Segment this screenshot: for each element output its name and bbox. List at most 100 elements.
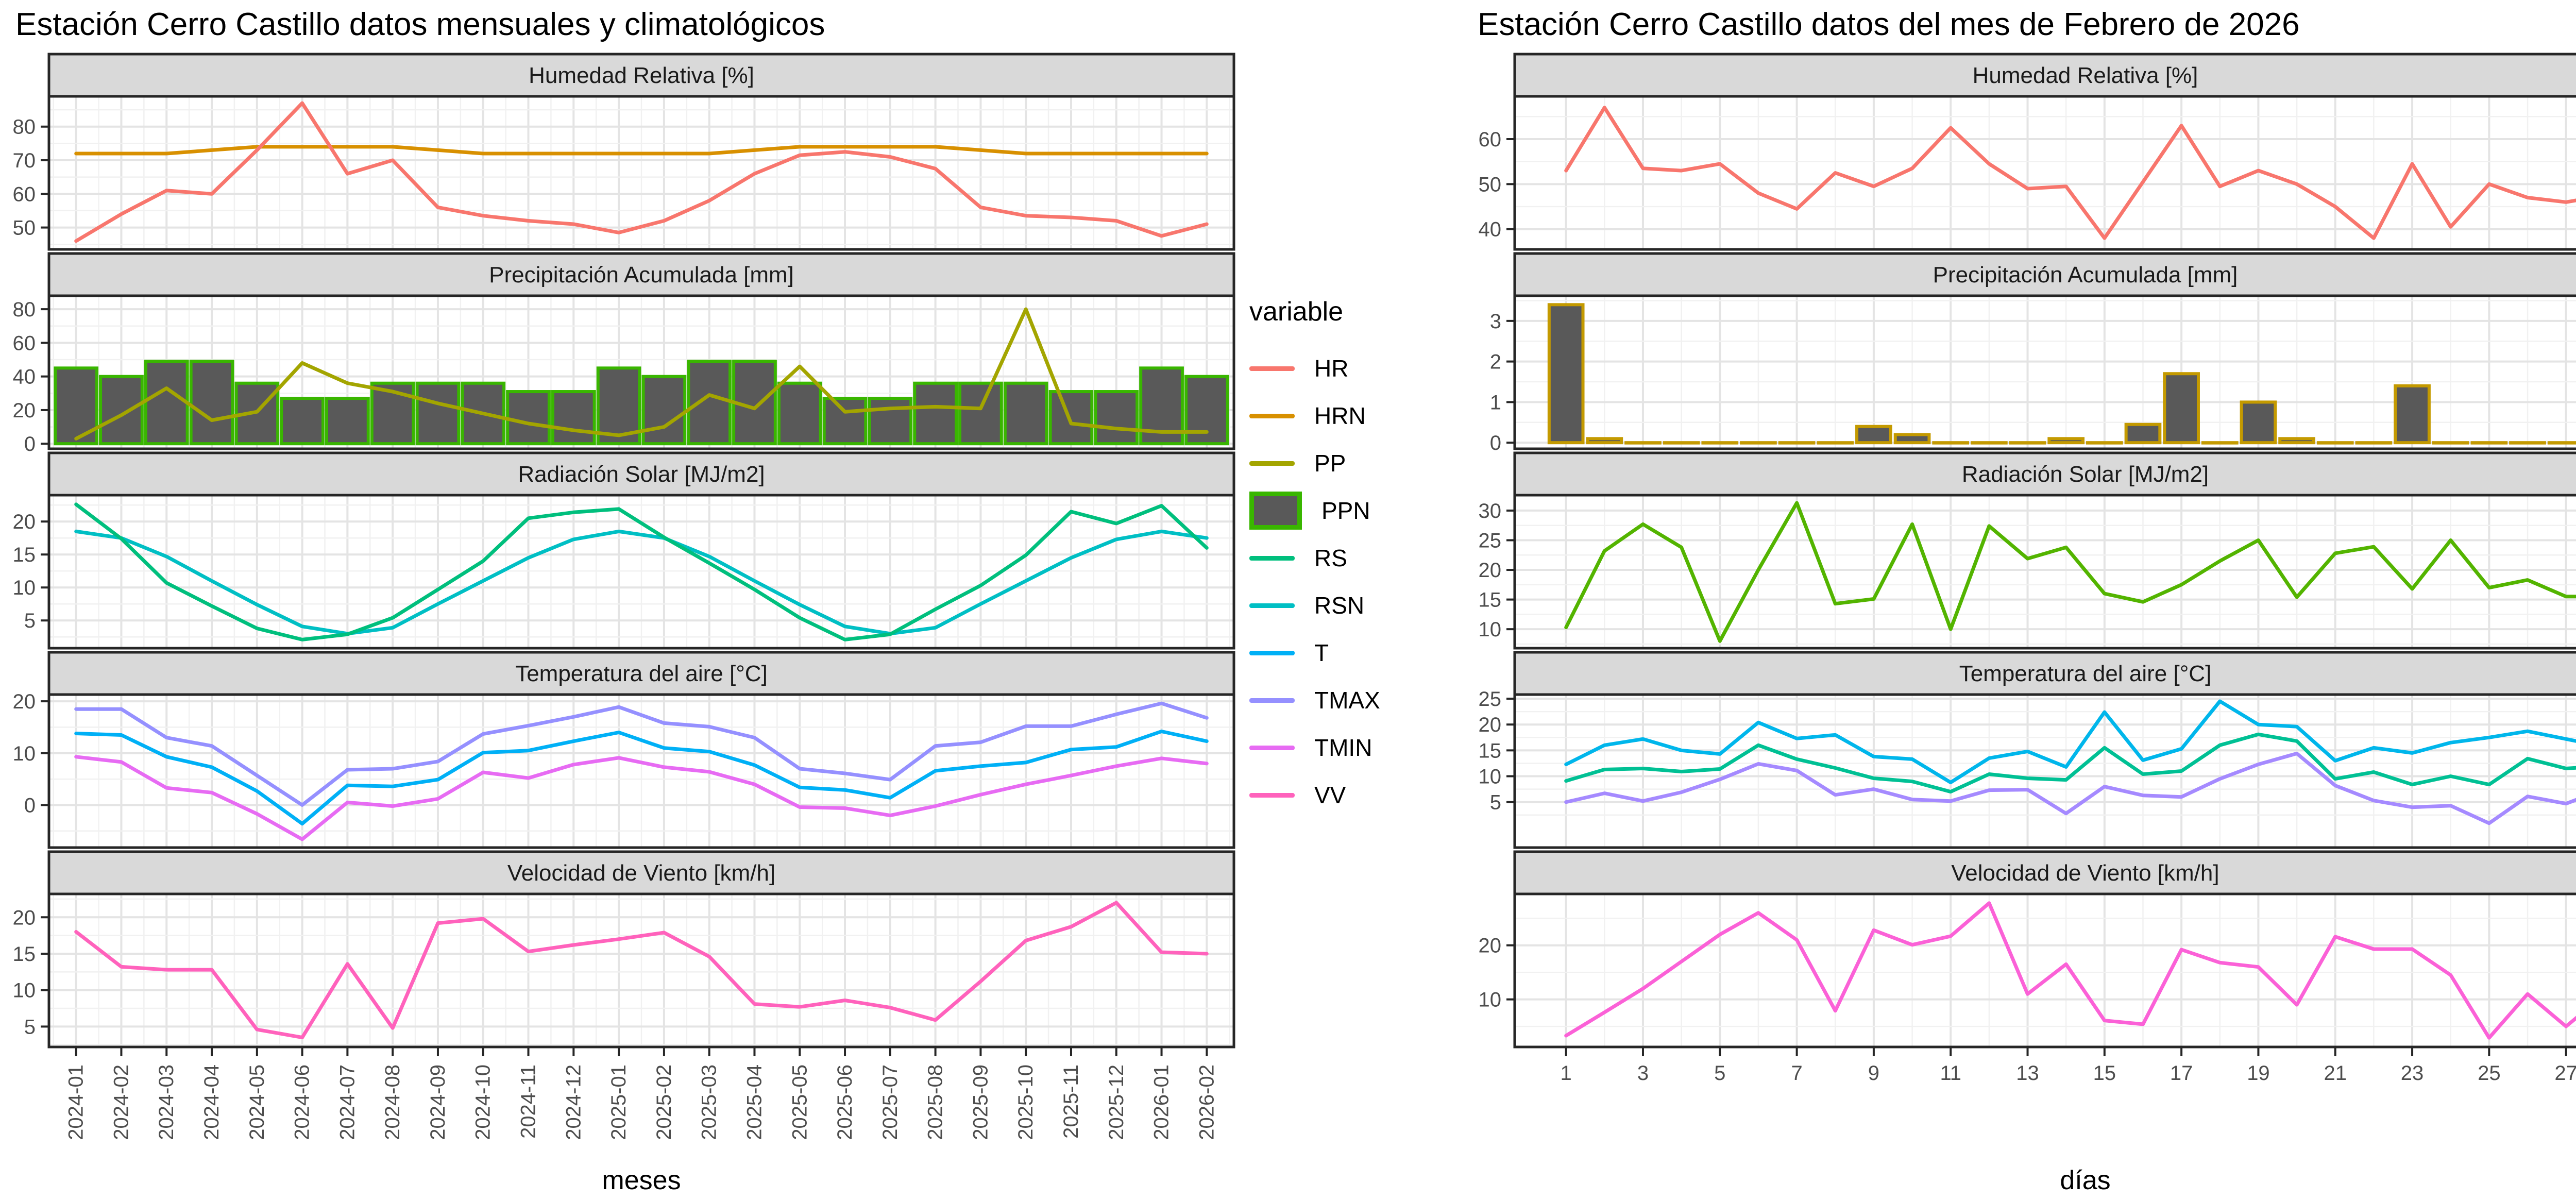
line-VV	[74, 901, 1209, 1040]
facet-strip-label: Temperatura del aire [°C]	[1959, 661, 2212, 686]
chart-title-monthly: Estación Cerro Castillo datos mensuales …	[15, 7, 825, 42]
x-tick-label: 1	[1561, 1062, 1572, 1085]
facet-strip	[1513, 53, 2576, 98]
bar-PPN	[913, 381, 958, 446]
legend-item-HRN: HRN	[1249, 392, 1380, 440]
y-tick-label: 2	[1490, 351, 1501, 374]
y-tick-label: 80	[13, 298, 36, 321]
x-tick-label: 2025-03	[698, 1064, 721, 1140]
y-tick-label: 10	[13, 979, 36, 1002]
legend-label: HRN	[1314, 402, 1366, 429]
x-tick-label: 2024-03	[155, 1064, 178, 1140]
y-tick-label: 70	[13, 149, 36, 172]
legend-item-HR: HR	[1249, 345, 1380, 392]
x-tick-label: 25	[2478, 1062, 2501, 1085]
x-tick-label: 2024-05	[246, 1064, 268, 1140]
legend-item-TMAX: TMAX	[1249, 677, 1380, 724]
y-tick-label: 30	[1479, 500, 1502, 522]
y-tick-label: 3	[1490, 310, 1501, 333]
x-tick-label: 2026-02	[1195, 1064, 1218, 1140]
bar-PPN	[687, 360, 732, 446]
facet-strip	[1513, 651, 2576, 696]
facet-strip	[47, 451, 1235, 497]
x-tick-label: 2024-07	[336, 1064, 359, 1140]
y-tick-label: 5	[1490, 791, 1501, 814]
x-tick-label: 2025-06	[834, 1064, 856, 1140]
x-tick-label: 5	[1714, 1062, 1725, 1085]
facet-strip-label: Radiación Solar [MJ/m2]	[1962, 462, 2209, 487]
x-tick-label: 2024-02	[110, 1064, 132, 1140]
x-tick-label: 13	[2016, 1062, 2039, 1085]
y-tick-label: 20	[13, 511, 36, 533]
x-axis: 1 3 5 7 9 11 13 15 17 19 21 23 25 27	[1561, 1048, 2576, 1085]
bar-PP	[2047, 437, 2085, 445]
y-tick-label: 10	[13, 742, 36, 765]
facet-Precipitación Acumulada [mm]: Precipitación Acumulada [mm] 0 20 40 60 80	[13, 252, 1235, 455]
line-VV	[1564, 901, 2576, 1040]
line-T	[74, 730, 1209, 826]
bar-PPN	[777, 381, 822, 446]
y-tick-label: 20	[1479, 714, 1502, 736]
bar-PPN	[325, 397, 370, 446]
legend-monthly: variable HR HRN PP PPN RS RSN T TMAX TMIN VV	[1249, 296, 1380, 819]
bar-PP	[2278, 437, 2315, 445]
x-axis: 2024-01 2024-02 2024-03 2024-04 2024-05 2024-…	[65, 1048, 1218, 1140]
y-tick-label: 60	[13, 332, 36, 354]
facet-strip-label: Precipitación Acumulada [mm]	[1933, 262, 2238, 288]
bar-PPN	[144, 360, 189, 446]
facet-strip	[1513, 252, 2576, 297]
line-TMIN	[74, 755, 1209, 841]
monthly-plot: Humedad Relativa [%]50607080Precipitació…	[13, 53, 1235, 1195]
y-tick-label: 40	[1479, 218, 1502, 241]
legend-item-PPN: PPN	[1249, 487, 1380, 534]
facet-strip	[47, 850, 1235, 895]
line-RSN	[74, 529, 1209, 636]
bar-PPN	[280, 397, 325, 446]
legend-swatch-HR-line	[1249, 366, 1295, 371]
legend-item-RSN: RSN	[1249, 582, 1380, 629]
y-tick-label: 5	[24, 1016, 36, 1038]
legend-label: RS	[1314, 545, 1347, 571]
x-tick-label: 2025-04	[743, 1064, 766, 1140]
x-tick-label: 9	[1868, 1062, 1879, 1085]
legend-item-PP: PP	[1249, 440, 1380, 487]
bar-PPN	[189, 360, 234, 446]
bar-PPN	[1094, 390, 1139, 446]
facet-strip-label: Radiación Solar [MJ/m2]	[518, 462, 765, 487]
y-tick-label: 15	[13, 943, 36, 966]
line-RS	[1564, 501, 2576, 643]
y-tick-label: 15	[1479, 589, 1502, 612]
line-TMIN	[1564, 751, 2576, 825]
legend-label: T	[1314, 639, 1329, 666]
y-tick-label: 1	[1490, 391, 1501, 414]
facet-strip-label: Temperatura del aire [°C]	[515, 661, 768, 686]
y-tick-label: 25	[1479, 529, 1502, 552]
x-tick-label: 2024-10	[472, 1064, 495, 1140]
x-tick-label: 23	[2401, 1062, 2424, 1085]
y-tick-label: 80	[13, 116, 36, 139]
bar-PPN	[822, 397, 868, 446]
bar-PPN	[1003, 381, 1048, 446]
bar-PP	[1586, 437, 1623, 445]
facet-Temperatura del aire [°C]: Temperatura del aire [°C] 0 10 20	[13, 651, 1235, 849]
facet-Temperatura del aire [°C]: Temperatura del aire [°C] 5 10 15 20 25	[1479, 651, 2576, 849]
y-tick-label: 20	[13, 906, 36, 929]
x-tick-label: 2024-06	[291, 1064, 314, 1140]
y-tick-label: 10	[1479, 989, 1502, 1011]
y-tick-label: 20	[1479, 935, 1502, 957]
legend-label: TMAX	[1314, 687, 1380, 714]
legend-swatch-RSN-line	[1249, 603, 1295, 608]
legend-swatch-RS-line	[1249, 555, 1295, 561]
legend-item-T: T	[1249, 629, 1380, 677]
x-tick-label: 11	[1940, 1062, 1961, 1085]
line-HR	[74, 101, 1209, 243]
legend-label: PPN	[1321, 497, 1370, 524]
line-T	[1564, 732, 2576, 794]
legend-label: HR	[1314, 355, 1349, 382]
y-tick-label: 10	[1479, 618, 1502, 641]
legend-label: VV	[1314, 782, 1346, 808]
y-tick-label: 5	[24, 610, 36, 632]
y-tick-label: 60	[13, 183, 36, 206]
daily-plot: Humedad Relativa [%]405060Precipitación …	[1479, 53, 2576, 1195]
y-tick-label: 0	[24, 433, 36, 455]
